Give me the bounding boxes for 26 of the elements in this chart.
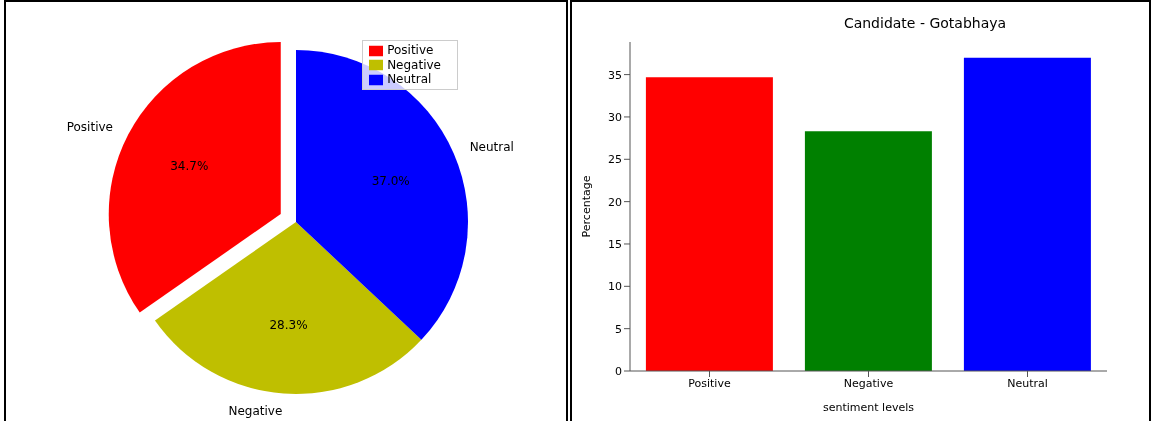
x-axis-title: sentiment levels <box>823 401 915 414</box>
data-label: 37.0% <box>371 174 410 189</box>
legend-label: Negative <box>387 57 441 72</box>
y-tick-label: 0 <box>615 364 622 378</box>
y-tick-label: 5 <box>615 322 622 336</box>
x-tick-label: Negative <box>843 376 894 390</box>
y-tick-label: 10 <box>608 280 622 294</box>
data-label: 34.7% <box>170 159 209 174</box>
bar <box>963 57 1091 371</box>
bar <box>645 77 773 371</box>
slice-label: Neutral <box>469 139 514 154</box>
slice-label: Negative <box>228 403 283 418</box>
y-tick-label: 15 <box>608 237 622 251</box>
y-axis-title: Percentage <box>579 175 593 238</box>
slice-label: Positive <box>66 119 113 134</box>
x-tick-label: Neutral <box>1007 376 1048 390</box>
y-tick-label: 35 <box>608 68 622 82</box>
legend-label: Positive <box>387 43 434 57</box>
x-tick-label: Positive <box>688 376 731 390</box>
bar <box>804 131 932 371</box>
y-tick-label: 30 <box>608 110 622 124</box>
chart-title: Candidate - Gotabhaya <box>843 15 1007 31</box>
legend-label: Neutral <box>387 72 432 86</box>
y-tick-label: 25 <box>608 153 622 167</box>
y-tick-label: 20 <box>608 195 622 209</box>
data-label: 28.3% <box>269 317 308 332</box>
